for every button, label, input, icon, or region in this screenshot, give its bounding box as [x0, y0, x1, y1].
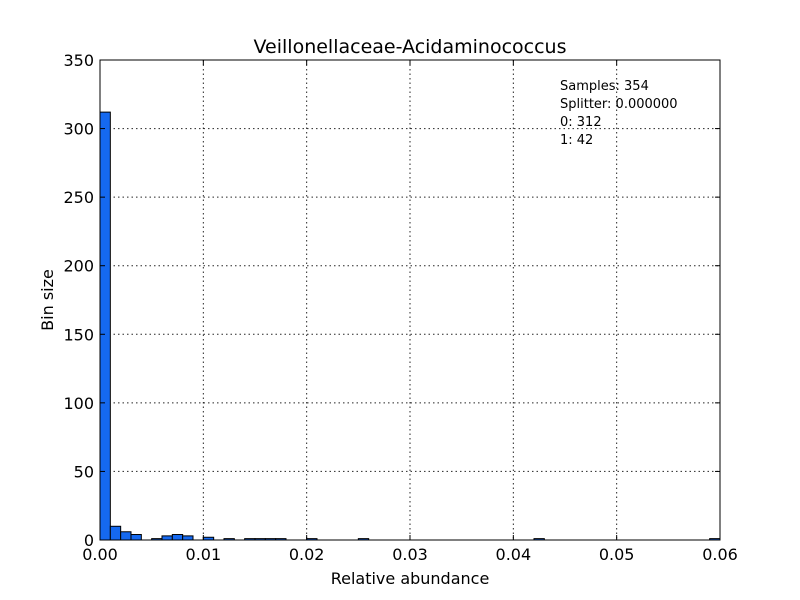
y-tick-label: 150 — [63, 325, 94, 344]
y-tick-label: 250 — [63, 188, 94, 207]
stats-annotation: Samples: 354 Splitter: 0.000000 0: 312 1: 4… — [560, 79, 678, 148]
x-tick-labels: 0.00 0.01 0.02 0.03 0.04 0.05 0.06 — [82, 545, 738, 564]
histogram-bar — [161, 535, 173, 541]
x-axis-label: Relative abundance — [331, 569, 490, 588]
histogram-bar — [182, 535, 194, 541]
x-tick-label: 0.06 — [702, 545, 738, 564]
histogram-bar — [109, 525, 122, 541]
x-tick-label: 0.02 — [289, 545, 325, 564]
x-tick-label: 0.05 — [599, 545, 635, 564]
histogram-bar — [130, 534, 142, 541]
y-tick-label: 50 — [74, 462, 94, 481]
histogram-bar — [120, 531, 132, 541]
y-tick-label: 100 — [63, 394, 94, 413]
annotation-line: Samples: 354 — [560, 79, 649, 94]
y-tick-labels: 0 50 100 150 200 250 300 350 — [63, 51, 94, 550]
y-axis-label: Bin size — [38, 269, 57, 331]
ticks — [99, 59, 721, 541]
x-tick-label: 0.00 — [82, 545, 118, 564]
histogram-bar — [171, 534, 184, 541]
grid — [99, 59, 721, 541]
annotation-line: Splitter: 0.000000 — [560, 97, 678, 112]
annotation-line: 1: 42 — [560, 133, 593, 148]
histogram-bar — [99, 111, 111, 541]
y-tick-label: 0 — [84, 531, 94, 550]
annotation-line: 0: 312 — [560, 115, 602, 130]
x-tick-label: 0.03 — [392, 545, 428, 564]
y-tick-label: 300 — [63, 120, 94, 139]
x-tick-label: 0.01 — [186, 545, 222, 564]
chart-title: Veillonellaceae-Acidaminococcus — [254, 36, 567, 58]
x-tick-label: 0.04 — [496, 545, 532, 564]
y-tick-label: 350 — [63, 51, 94, 70]
y-tick-label: 200 — [63, 257, 94, 276]
